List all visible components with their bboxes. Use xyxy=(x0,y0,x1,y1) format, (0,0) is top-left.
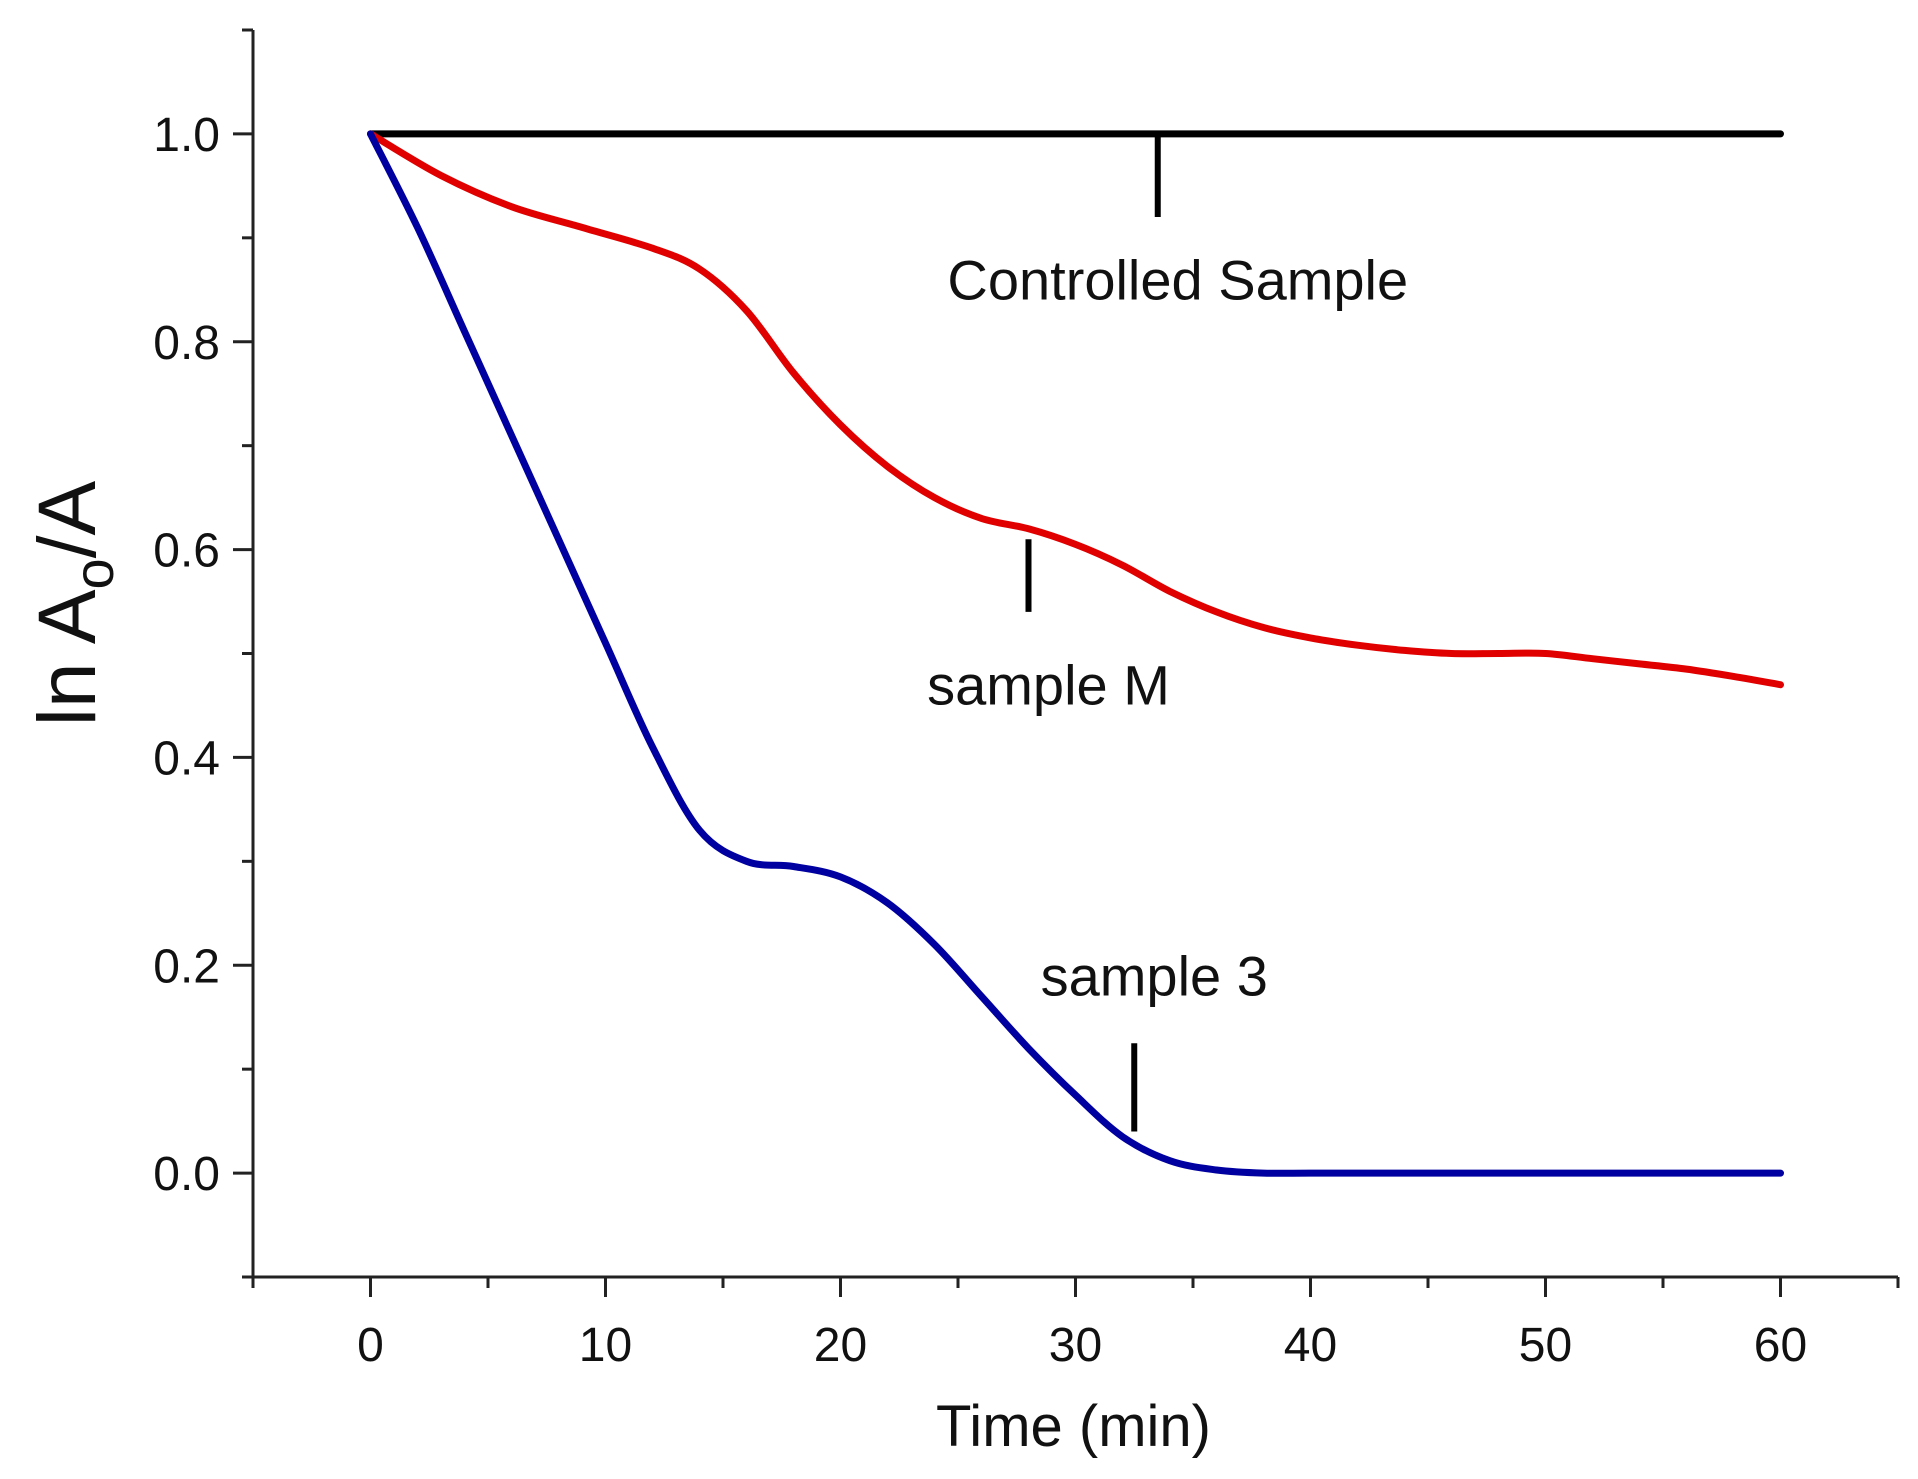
y-tick-label: 0.8 xyxy=(153,317,220,370)
x-axis-title: Time (min) xyxy=(936,1394,1211,1459)
ticks: 0 10 20 30 40 50 60 0.0 0.2 0.4 0.6 0.8 1.0 xyxy=(153,28,1900,1372)
y-tick-label: 0.4 xyxy=(153,732,220,785)
annotation-label-sample-m: sample M xyxy=(927,654,1170,717)
y-axis-title-tail: /A xyxy=(22,480,113,558)
annotations: Controlled Sample sample M sample 3 xyxy=(927,133,1408,1132)
y-tick-label: 0.2 xyxy=(153,940,220,993)
y-tick-label: 1.0 xyxy=(153,109,220,162)
series-line-sample-3 xyxy=(367,130,1784,1177)
series-line-sample-m xyxy=(367,130,1784,689)
x-tick-label: 40 xyxy=(1284,1319,1337,1372)
x-tick-label: 0 xyxy=(357,1319,384,1372)
x-tick-label: 20 xyxy=(814,1319,867,1372)
y-axis-title: ln Ao/A xyxy=(22,480,125,726)
y-axis-title-sub: o xyxy=(62,558,125,589)
y-tick-label: 0.6 xyxy=(153,525,220,578)
x-tick-label: 30 xyxy=(1049,1319,1102,1372)
annotation-label-sample-3: sample 3 xyxy=(1041,945,1268,1008)
x-tick-label: 50 xyxy=(1519,1319,1572,1372)
y-axis-title-main: ln A xyxy=(22,589,113,726)
y-tick-label: 0.0 xyxy=(153,1148,220,1201)
series-group xyxy=(367,130,1784,1177)
annotation-label-controlled-sample: Controlled Sample xyxy=(947,248,1408,311)
x-tick-label: 60 xyxy=(1754,1319,1807,1372)
x-tick-label: 10 xyxy=(579,1319,632,1372)
